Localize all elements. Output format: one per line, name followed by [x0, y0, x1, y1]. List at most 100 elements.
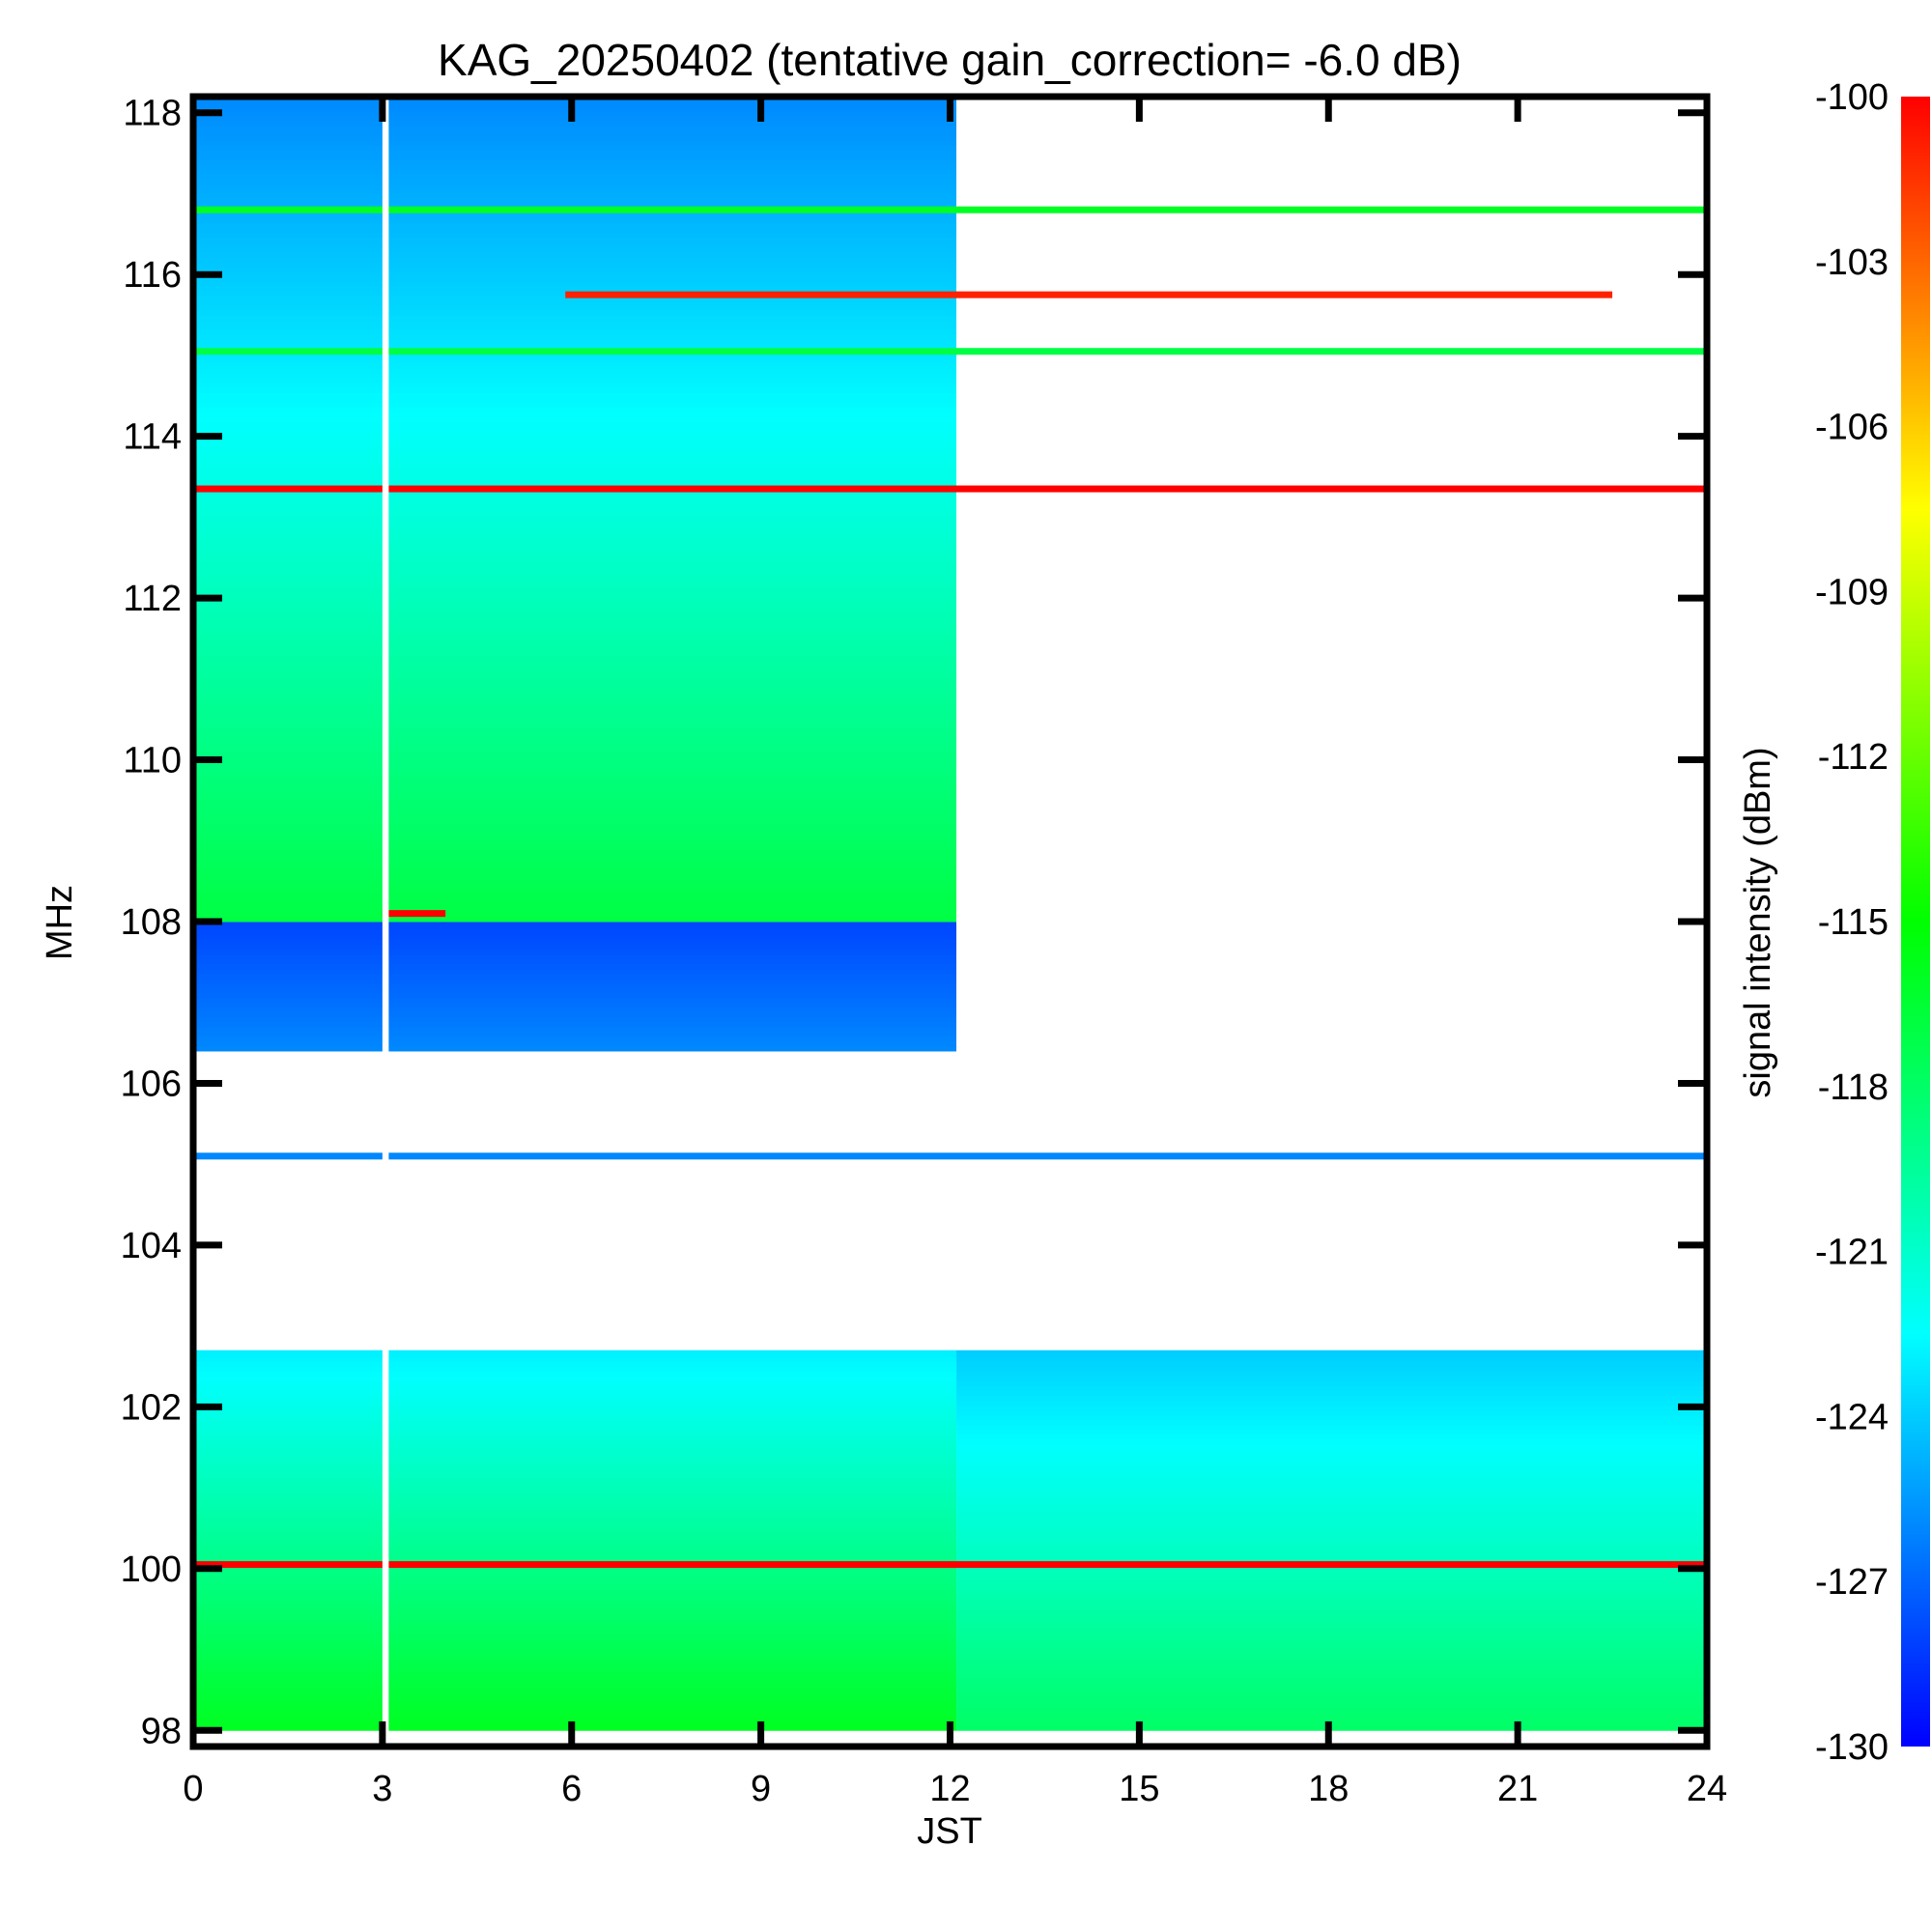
region-0-band-70: [193, 1385, 957, 1392]
region-1-band-18: [956, 1637, 1707, 1644]
region-3-band-135: [193, 261, 957, 268]
colorbar-label: signal intensity (dBm): [1738, 747, 1778, 1097]
region-1-band-21: [956, 1623, 1707, 1630]
region-3-band-122: [193, 325, 957, 330]
region-3-band-91: [193, 474, 957, 481]
region-3-band-5: [193, 892, 957, 898]
region-1-band-52: [956, 1473, 1707, 1479]
region-3-band-130: [193, 285, 957, 292]
region-2-band-4: [193, 1026, 957, 1033]
region-3-band-156: [193, 159, 957, 165]
region-3-band-38: [193, 732, 957, 738]
region-1-band-12: [956, 1666, 1707, 1673]
region-0-band-18: [193, 1637, 957, 1644]
region-3-band-20: [193, 819, 957, 826]
region-0-band-40: [193, 1531, 957, 1537]
region-3-band-18: [193, 829, 957, 836]
region-3-band-104: [193, 412, 957, 418]
region-3-band-51: [193, 668, 957, 675]
region-1-band-74: [956, 1366, 1707, 1373]
region-1-band-72: [956, 1376, 1707, 1382]
region-0-band-49: [193, 1488, 957, 1493]
region-1-band-64: [956, 1414, 1707, 1421]
region-3-band-43: [193, 707, 957, 714]
region-1-band-5: [956, 1701, 1707, 1707]
region-3-band-100: [193, 431, 957, 438]
chart-title: KAG_20250402 (tentative gain_correction=…: [438, 35, 1462, 85]
region-3-band-86: [193, 498, 957, 505]
region-1-band-35: [956, 1555, 1707, 1561]
region-0-band-7: [193, 1691, 957, 1697]
region-0-band-26: [193, 1599, 957, 1605]
region-3-band-7: [193, 882, 957, 889]
region-1-band-15: [956, 1652, 1707, 1659]
region-2-band-26: [193, 922, 957, 925]
region-0-band-74: [193, 1366, 957, 1373]
region-2-band-23: [193, 934, 957, 940]
region-1-band-19: [956, 1633, 1707, 1639]
region-0-band-44: [193, 1512, 957, 1518]
region-2-band-7: [193, 1011, 957, 1018]
region-0-band-23: [193, 1613, 957, 1620]
region-0-band-13: [193, 1662, 957, 1668]
region-3-band-105: [193, 407, 957, 413]
region-0-band-75: [193, 1361, 957, 1367]
region-3-band-34: [193, 752, 957, 757]
signal-line-0: [193, 1561, 1707, 1569]
y-tick-label-8: 114: [123, 417, 182, 458]
region-3-band-113: [193, 368, 957, 374]
y-tick-label-1: 100: [121, 1549, 182, 1590]
region-3-band-80: [193, 528, 957, 534]
region-3-band-119: [193, 339, 957, 345]
region-3-band-28: [193, 781, 957, 786]
region-1-band-20: [956, 1628, 1707, 1634]
region-2-band-19: [193, 953, 957, 960]
region-3-band-39: [193, 727, 957, 733]
region-1-band-17: [956, 1642, 1707, 1649]
region-3-band-15: [193, 843, 957, 850]
region-1-band-14: [956, 1657, 1707, 1663]
region-0-band-73: [193, 1371, 957, 1378]
x-tick-label-1: 3: [372, 1769, 392, 1809]
region-3-band-115: [193, 358, 957, 364]
region-0-band-47: [193, 1497, 957, 1503]
region-3-band-45: [193, 697, 957, 704]
region-2-band-9: [193, 1002, 957, 1009]
region-3-band-17: [193, 834, 957, 840]
region-0-band-61: [193, 1429, 957, 1435]
region-3-band-59: [193, 630, 957, 637]
region-1-band-61: [956, 1429, 1707, 1435]
y-tick-label-0: 98: [141, 1711, 182, 1751]
region-3-band-78: [193, 538, 957, 544]
region-1-band-78: [956, 1350, 1707, 1352]
region-2-band-11: [193, 992, 957, 999]
region-1-band-8: [956, 1687, 1707, 1692]
region-3-band-22: [193, 810, 957, 815]
region-1-band-25: [956, 1604, 1707, 1610]
region-3-band-98: [193, 440, 957, 447]
region-1-band-59: [956, 1438, 1707, 1445]
region-3-band-148: [193, 198, 957, 205]
region-3-band-92: [193, 469, 957, 476]
region-3-band-116: [193, 354, 957, 359]
signal-line-1: [193, 1152, 1707, 1160]
region-3-band-74: [193, 557, 957, 563]
region-1-band-38: [956, 1541, 1707, 1547]
heatmap-area: [193, 97, 1707, 1747]
region-1-band-47: [956, 1497, 1707, 1503]
colorbar-tick-label-2: -106: [1815, 408, 1889, 448]
x-tick-label-2: 6: [561, 1769, 582, 1809]
region-1-band-69: [956, 1390, 1707, 1397]
region-0-band-43: [193, 1517, 957, 1522]
region-0-band-8: [193, 1687, 957, 1692]
region-3-band-19: [193, 824, 957, 831]
region-1: [956, 1350, 1707, 1731]
region-1-band-32: [956, 1570, 1707, 1577]
region-2-band-5: [193, 1021, 957, 1028]
region-1-band-26: [956, 1599, 1707, 1605]
region-3-band-88: [193, 489, 957, 496]
region-3-band-131: [193, 280, 957, 287]
region-0-band-52: [193, 1473, 957, 1479]
region-0-band-59: [193, 1438, 957, 1445]
region-0-band-56: [193, 1453, 957, 1460]
